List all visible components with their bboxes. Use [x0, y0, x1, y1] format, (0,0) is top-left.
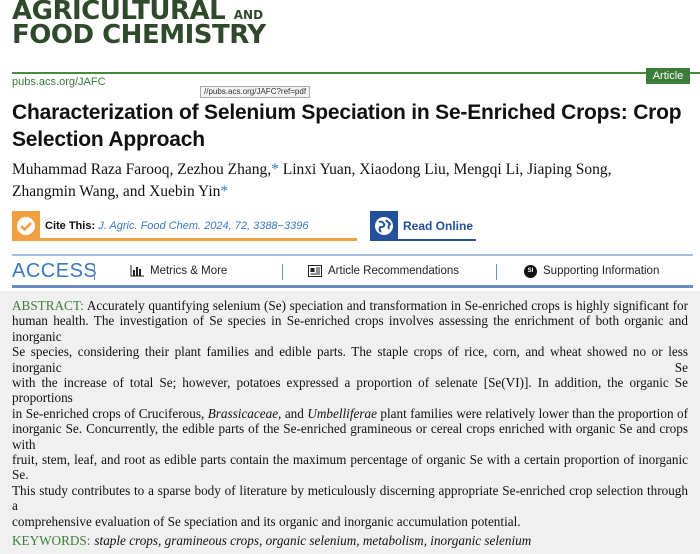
keywords: KEYWORDS: staple crops, gramineous crops,… [12, 533, 688, 548]
cite-this-box[interactable]: Cite This: J. Agric. Food Chem. 2024, 72… [12, 211, 357, 241]
citation-row: Cite This: J. Agric. Food Chem. 2024, 72… [0, 211, 700, 245]
access-bar: ACCESS Metrics & More Article Recommenda… [12, 254, 693, 288]
authors-part: Muhammad Raza Farooq, Zezhou Zhang, [12, 161, 272, 178]
abstract-line: fruit, stem, leaf, and root as edible pa… [12, 452, 688, 483]
abstract-line: comprehensive evaluation of Se speciatio… [12, 513, 521, 529]
abstract-line: Se species, considering their plant fami… [12, 344, 688, 375]
abstract-line: This study contributes to a sparse body … [12, 482, 688, 514]
read-online-label: Read Online [403, 219, 474, 233]
article-title: Characterization of Selenium Speciation … [12, 101, 682, 151]
bar-chart-icon [130, 265, 144, 277]
header-divider [12, 72, 700, 74]
abstract-line: inorganic Se. Concurrently, the edible p… [12, 421, 688, 452]
article-type-badge: Article [646, 68, 690, 84]
globe-icon [370, 211, 398, 241]
si-label: Supporting Information [543, 265, 660, 277]
divider [94, 264, 95, 280]
journal-logo-line2: FOOD CHEMISTRY [12, 20, 266, 50]
author-list: Muhammad Raza Farooq, Zezhou Zhang,* Lin… [12, 159, 690, 203]
abstract-line: ABSTRACT: Accurately quantifying seleniu… [12, 298, 688, 313]
abstract-line: human health. The investigation of Se sp… [12, 313, 688, 344]
recommendations-label: Article Recommendations [328, 265, 460, 277]
link-tooltip: //pubs.acs.org/JAFC?ref=pdf [200, 86, 311, 98]
journal-url[interactable]: pubs.acs.org/JAFC [12, 76, 106, 88]
supporting-information-button[interactable]: SI Supporting Information [524, 264, 659, 278]
abstract-line: in Se-enriched crops of Cruciferous, Bra… [12, 405, 688, 421]
authors-part: Zhangmin Wang, and Xuebin Yin [12, 183, 221, 200]
access-label: ACCESS [12, 260, 98, 282]
keywords-label: KEYWORDS: [12, 533, 91, 549]
abstract-section: ABSTRACT: Accurately quantifying seleniu… [0, 291, 700, 554]
divider [496, 264, 497, 280]
article-recommendations-button[interactable]: Article Recommendations [308, 264, 459, 278]
read-online-button[interactable]: Read Online [370, 211, 476, 241]
abstract-line: with the increase of total Se; however, … [12, 375, 688, 406]
metrics-label: Metrics & More [150, 265, 228, 277]
si-icon: SI [524, 264, 537, 278]
authors-part: Linxi Yuan, Xiaodong Liu, Mengqi Li, Jia… [278, 161, 612, 178]
corresponding-author-star[interactable]: * [271, 161, 279, 178]
newspaper-icon [308, 265, 322, 277]
citation-link[interactable]: J. Agric. Food Chem. 2024, 72, 3388−3396 [98, 220, 309, 232]
checkmark-icon [12, 211, 40, 241]
divider [282, 264, 283, 280]
cite-label: Cite This: [45, 220, 96, 232]
corresponding-author-star[interactable]: * [220, 183, 229, 200]
journal-logo-line1: AGRICULTURAL AND [12, 0, 264, 26]
keywords-text: staple crops, gramineous crops, organic … [94, 533, 532, 549]
metrics-more-button[interactable]: Metrics & More [130, 264, 227, 278]
abstract-label: ABSTRACT: [12, 298, 84, 313]
